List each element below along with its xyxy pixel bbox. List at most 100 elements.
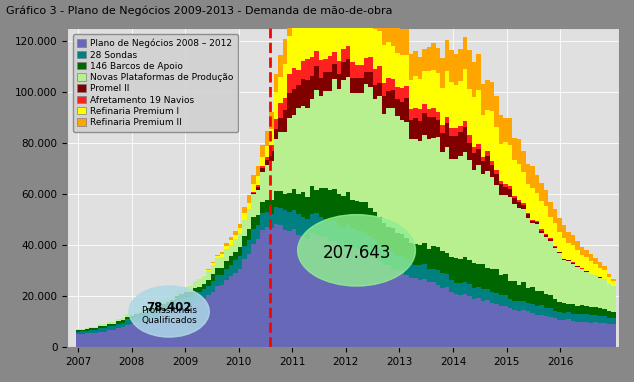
Bar [495, 170, 499, 174]
Bar [418, 141, 422, 245]
Bar [607, 324, 611, 347]
Bar [278, 191, 283, 208]
Bar [233, 240, 238, 252]
Bar [512, 196, 517, 198]
Bar [107, 330, 112, 347]
Bar [351, 228, 355, 248]
Bar [247, 203, 251, 209]
Bar [544, 234, 548, 235]
Bar [467, 50, 472, 89]
Bar [224, 246, 229, 249]
Bar [454, 294, 458, 347]
Bar [472, 62, 476, 97]
Bar [445, 287, 450, 347]
Bar [463, 257, 467, 282]
Bar [117, 319, 120, 321]
Bar [121, 318, 126, 320]
Bar [346, 0, 350, 6]
Bar [126, 317, 130, 319]
Bar [310, 233, 314, 347]
Bar [342, 80, 346, 196]
Bar [548, 317, 553, 347]
Bar [207, 270, 210, 271]
Bar [486, 156, 490, 171]
Bar [261, 202, 265, 214]
Bar [562, 259, 566, 260]
Bar [531, 166, 535, 188]
Bar [427, 117, 431, 139]
Bar [107, 327, 112, 330]
Bar [301, 15, 306, 62]
Bar [314, 90, 319, 190]
Bar [216, 275, 220, 286]
Bar [431, 138, 436, 246]
Bar [463, 37, 467, 69]
Bar [521, 172, 526, 203]
Bar [598, 322, 602, 347]
Bar [391, 90, 395, 108]
Bar [553, 223, 557, 246]
Bar [535, 316, 540, 347]
Bar [207, 286, 210, 295]
Bar [297, 70, 301, 86]
Bar [387, 249, 391, 265]
Bar [323, 72, 328, 91]
Bar [238, 248, 242, 256]
Bar [431, 282, 436, 347]
Bar [576, 306, 580, 314]
Bar [98, 328, 103, 332]
Bar [346, 6, 350, 46]
Bar [301, 236, 306, 347]
Bar [229, 276, 233, 347]
Bar [310, 186, 314, 214]
Bar [540, 231, 544, 233]
Bar [431, 269, 436, 282]
Bar [373, 239, 377, 256]
Bar [441, 133, 445, 152]
Bar [359, 202, 364, 231]
Bar [396, 270, 400, 347]
Bar [422, 264, 427, 280]
Bar [306, 60, 310, 80]
Bar [143, 309, 148, 312]
Bar [576, 266, 580, 267]
Bar [337, 89, 341, 194]
Bar [278, 77, 283, 104]
Bar [224, 280, 229, 347]
Bar [332, 241, 337, 347]
Bar [503, 187, 508, 195]
Bar [283, 194, 287, 210]
Bar [441, 125, 445, 133]
Bar [306, 108, 310, 197]
Bar [202, 283, 206, 290]
Bar [337, 246, 341, 347]
Bar [486, 110, 490, 151]
Bar [521, 209, 526, 282]
Bar [364, 16, 368, 58]
Bar [278, 225, 283, 347]
Bar [566, 312, 571, 319]
Bar [490, 111, 495, 162]
Bar [585, 314, 589, 322]
Bar [364, 252, 368, 347]
Bar [242, 246, 247, 259]
Bar [265, 157, 269, 160]
Bar [391, 228, 395, 252]
Bar [445, 274, 450, 287]
Bar [171, 312, 175, 347]
Bar [593, 307, 598, 315]
Bar [422, 71, 427, 104]
Bar [332, 0, 337, 10]
Bar [576, 250, 580, 266]
Bar [364, 0, 368, 16]
Bar [310, 76, 314, 99]
Bar [607, 284, 611, 311]
Bar [427, 71, 431, 109]
Bar [422, 243, 427, 264]
Bar [391, 108, 395, 228]
Bar [562, 260, 566, 303]
Bar [242, 213, 247, 220]
Bar [418, 109, 422, 120]
Bar [143, 321, 148, 347]
Bar [566, 319, 571, 347]
